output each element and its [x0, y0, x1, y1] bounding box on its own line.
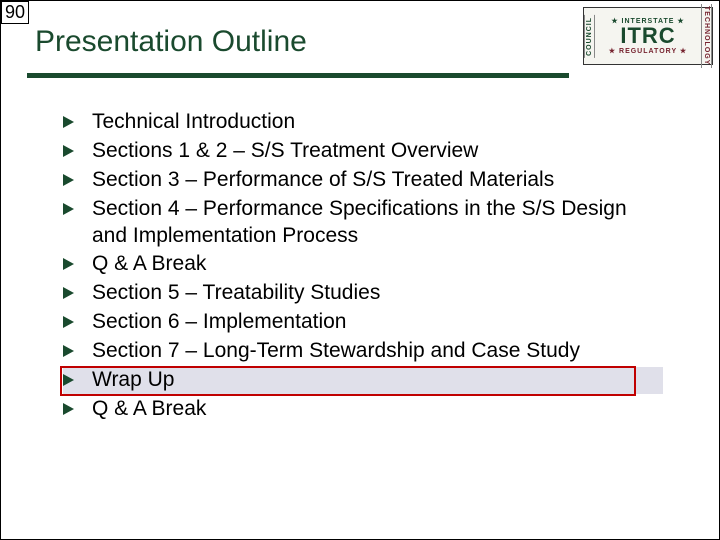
triangle-bullet-icon: [63, 258, 74, 270]
outline-item: Section 3 – Performance of S/S Treated M…: [63, 167, 663, 194]
outline-item-text: Section 7 – Long-Term Stewardship and Ca…: [92, 338, 580, 365]
outline-item-text: Section 3 – Performance of S/S Treated M…: [92, 167, 554, 194]
logo-right-label: TECHNOLOGY: [701, 4, 712, 67]
triangle-bullet-icon: [63, 345, 74, 357]
outline-item: Q & A Break: [63, 251, 663, 278]
outline-item-text: Technical Introduction: [92, 109, 295, 136]
logo-left-label: COUNCIL: [584, 15, 595, 58]
title-underline: [27, 73, 569, 78]
triangle-bullet-icon: [63, 203, 74, 215]
outline-item-text: Section 4 – Performance Specifications i…: [92, 196, 663, 250]
triangle-bullet-icon: [63, 316, 74, 328]
triangle-bullet-icon: [63, 374, 74, 386]
outline-item: Section 6 – Implementation: [63, 309, 663, 336]
page-title: Presentation Outline: [35, 25, 307, 59]
logo-bottom-label: ★ REGULATORY ★: [609, 47, 687, 55]
outline-item-text: Section 6 – Implementation: [92, 309, 346, 336]
outline-item: Section 7 – Long-Term Stewardship and Ca…: [63, 338, 663, 365]
outline-list: Technical IntroductionSections 1 & 2 – S…: [63, 109, 663, 425]
outline-item-text: Section 5 – Treatability Studies: [92, 280, 380, 307]
triangle-bullet-icon: [63, 287, 74, 299]
logo-bottom-text: REGULATORY: [619, 48, 677, 55]
outline-item: Section 4 – Performance Specifications i…: [63, 196, 663, 250]
outline-item: Wrap Up: [63, 367, 663, 394]
triangle-bullet-icon: [63, 116, 74, 128]
triangle-bullet-icon: [63, 403, 74, 415]
outline-item: Q & A Break: [63, 396, 663, 423]
outline-item: Technical Introduction: [63, 109, 663, 136]
outline-item-text: Sections 1 & 2 – S/S Treatment Overview: [92, 138, 478, 165]
page-number: 90: [1, 1, 29, 24]
itrc-logo: COUNCIL ★ INTERSTATE ★ ITRC ★ REGULATORY…: [583, 7, 713, 65]
logo-main-text: ITRC: [620, 25, 675, 47]
outline-item-text: Q & A Break: [92, 251, 206, 278]
outline-item: Sections 1 & 2 – S/S Treatment Overview: [63, 138, 663, 165]
triangle-bullet-icon: [63, 145, 74, 157]
logo-center: ★ INTERSTATE ★ ITRC ★ REGULATORY ★: [595, 15, 701, 57]
triangle-bullet-icon: [63, 174, 74, 186]
outline-item: Section 5 – Treatability Studies: [63, 280, 663, 307]
outline-item-text: Q & A Break: [92, 396, 206, 423]
outline-item-text: Wrap Up: [92, 367, 174, 394]
